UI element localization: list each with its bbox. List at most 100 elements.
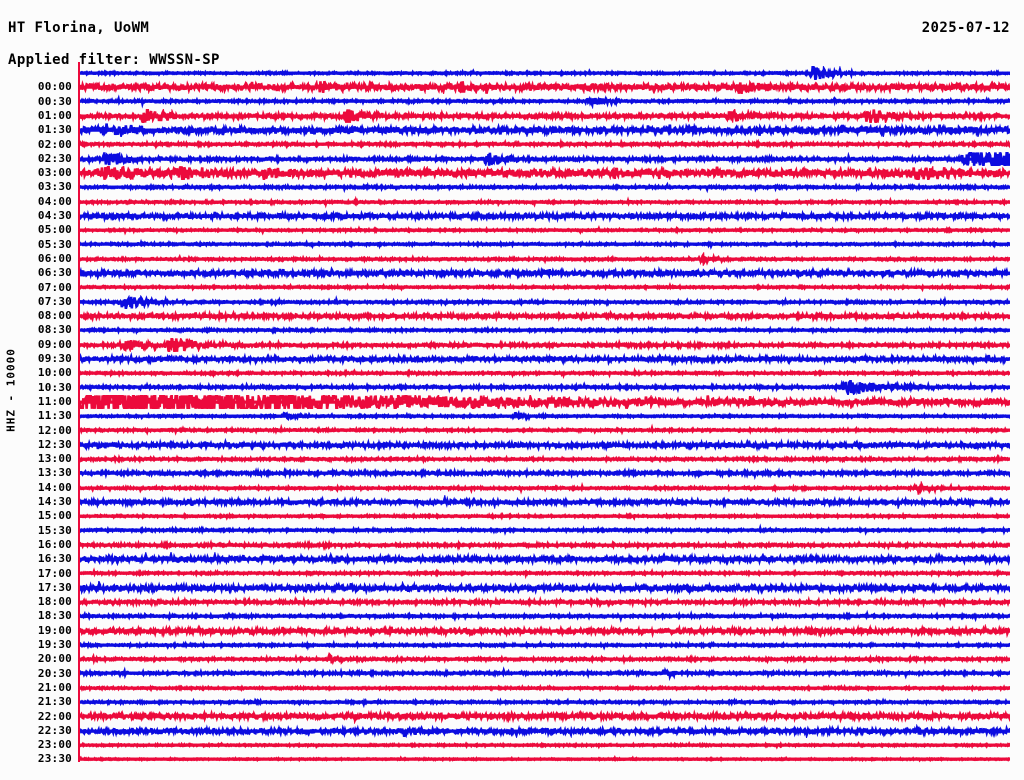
seismic-trace [80, 581, 1010, 595]
trace-core [80, 528, 1010, 533]
seismic-trace [80, 552, 1010, 566]
seismic-trace [80, 666, 1010, 680]
seismic-trace [80, 566, 1010, 580]
seismic-trace [80, 223, 1010, 237]
seismic-trace [80, 495, 1010, 509]
seismic-trace [80, 266, 1010, 280]
time-tick-0830: 08:30 [37, 323, 72, 337]
seismic-trace [80, 209, 1010, 223]
trace-core [80, 114, 1010, 118]
seismic-trace [80, 466, 1010, 480]
trace-core [80, 414, 1010, 418]
time-tick-0100: 01:00 [37, 108, 72, 122]
seismic-trace [80, 66, 1010, 80]
seismic-trace [80, 152, 1010, 166]
trace-core [80, 500, 1010, 504]
time-tick-2130: 21:30 [37, 695, 72, 709]
trace-core [80, 629, 1010, 633]
trace-core [80, 128, 1010, 132]
trace-core [80, 743, 1010, 747]
plot-axis-line [78, 62, 80, 762]
time-tick-0900: 09:00 [37, 337, 72, 351]
time-tick-1100: 11:00 [37, 394, 72, 408]
trace-core [80, 157, 1010, 161]
trace-core [80, 714, 1010, 719]
trace-core [80, 328, 1010, 332]
seismic-trace [80, 752, 1010, 766]
seismic-trace [80, 695, 1010, 709]
trace-core [80, 657, 1010, 661]
trace-core [80, 614, 1010, 618]
seismic-trace [80, 652, 1010, 666]
seismic-trace [80, 681, 1010, 695]
seismic-trace [80, 295, 1010, 309]
trace-core [80, 543, 1010, 547]
time-tick-0730: 07:30 [37, 294, 72, 308]
seismic-trace [80, 80, 1010, 94]
time-tick-1130: 11:30 [37, 409, 72, 423]
trace-core [80, 300, 1010, 304]
time-tick-2300: 23:00 [37, 738, 72, 752]
trace-core [80, 686, 1010, 690]
seismic-trace [80, 523, 1010, 537]
time-tick-0500: 05:00 [37, 223, 72, 237]
seismic-trace [80, 195, 1010, 209]
seismic-trace [80, 738, 1010, 752]
time-tick-0530: 05:30 [37, 237, 72, 251]
time-tick-0200: 02:00 [37, 137, 72, 151]
seismic-trace [80, 509, 1010, 523]
trace-core [80, 471, 1010, 475]
trace-core [80, 200, 1010, 204]
time-tick-1900: 19:00 [37, 623, 72, 637]
trace-core [80, 571, 1010, 576]
time-tick-1300: 13:00 [37, 452, 72, 466]
trace-core [80, 586, 1010, 590]
trace-core [80, 257, 1010, 261]
time-tick-0000: 00:00 [37, 80, 72, 94]
applied-filter-label: Applied filter: WWSSN-SP [8, 52, 220, 68]
seismic-trace [80, 481, 1010, 495]
seismic-trace [80, 338, 1010, 352]
time-tick-0330: 03:30 [37, 180, 72, 194]
seismic-trace [80, 638, 1010, 652]
time-tick-1530: 15:30 [37, 523, 72, 537]
time-tick-0300: 03:00 [37, 166, 72, 180]
trace-core [80, 757, 1010, 761]
trace-core [80, 400, 1010, 404]
seismic-trace [80, 609, 1010, 623]
trace-core [80, 385, 1010, 390]
seismic-trace [80, 109, 1010, 123]
time-tick-1500: 15:00 [37, 509, 72, 523]
time-tick-2030: 20:30 [37, 666, 72, 680]
time-tick-1730: 17:30 [37, 580, 72, 594]
time-tick-0430: 04:30 [37, 209, 72, 222]
trace-core [80, 557, 1010, 561]
helicorder-plot [78, 62, 1012, 762]
trace-core [80, 185, 1010, 189]
time-tick-1230: 12:30 [37, 437, 72, 451]
time-tick-0630: 06:30 [37, 266, 72, 280]
seismic-trace [80, 94, 1010, 108]
seismic-trace [80, 724, 1010, 738]
seismic-trace [80, 624, 1010, 638]
seismic-trace [80, 280, 1010, 294]
trace-core [80, 600, 1010, 604]
trace-core [80, 271, 1010, 275]
trace-core [80, 357, 1010, 361]
station-title: HT Florina, UoWM [8, 20, 150, 36]
time-tick-0230: 02:30 [37, 151, 72, 165]
time-tick-2330: 23:30 [37, 752, 72, 766]
seismic-trace [80, 438, 1010, 452]
seismic-trace [80, 380, 1010, 394]
time-tick-0600: 06:00 [37, 251, 72, 265]
trace-core [80, 643, 1010, 647]
trace-core [80, 428, 1010, 433]
trace-core [80, 242, 1010, 247]
seismic-trace [80, 237, 1010, 251]
trace-core [80, 729, 1010, 733]
seismic-trace [80, 423, 1010, 437]
time-tick-1700: 17:00 [37, 566, 72, 580]
trace-core [80, 285, 1010, 290]
time-tick-2200: 22:00 [37, 709, 72, 723]
time-tick-1400: 14:00 [37, 480, 72, 494]
